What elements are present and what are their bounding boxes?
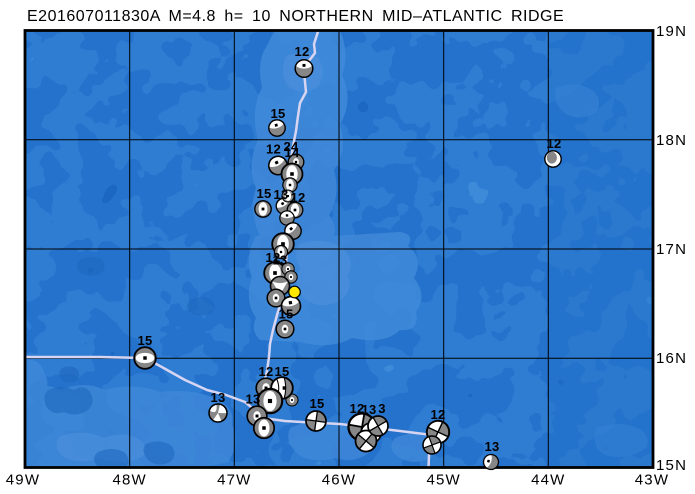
svg-text:24: 24: [283, 139, 299, 154]
svg-text:12: 12: [265, 250, 280, 265]
svg-text:12: 12: [546, 136, 561, 151]
svg-text:E201607011830A M=4.8 h= 10 NOR: E201607011830A M=4.8 h= 10 NORTHERN MID–…: [27, 8, 564, 25]
svg-text:46W: 46W: [322, 472, 356, 489]
svg-text:12: 12: [258, 364, 273, 379]
svg-text:15: 15: [278, 307, 293, 322]
svg-text:15: 15: [274, 364, 289, 379]
svg-text:47W: 47W: [217, 472, 251, 489]
svg-text:15: 15: [256, 186, 271, 201]
svg-text:12: 12: [290, 190, 305, 205]
svg-text:17N: 17N: [656, 241, 687, 258]
svg-text:15N: 15N: [656, 457, 687, 474]
svg-text:13: 13: [210, 390, 225, 405]
svg-text:44W: 44W: [531, 472, 565, 489]
svg-text:13: 13: [245, 392, 260, 407]
svg-text:12: 12: [430, 407, 445, 422]
svg-text:14: 14: [284, 145, 300, 160]
svg-text:49W: 49W: [6, 472, 40, 489]
svg-text:13: 13: [361, 402, 376, 417]
svg-text:13: 13: [272, 253, 287, 268]
svg-text:43W: 43W: [635, 472, 669, 489]
svg-text:3: 3: [378, 401, 386, 416]
svg-text:15: 15: [309, 396, 324, 411]
svg-text:13: 13: [484, 439, 499, 454]
svg-text:12: 12: [349, 401, 364, 416]
svg-text:12: 12: [266, 142, 281, 157]
svg-text:15: 15: [270, 106, 285, 121]
svg-text:15: 15: [137, 333, 152, 348]
svg-text:19N: 19N: [656, 23, 687, 40]
svg-text:45W: 45W: [426, 472, 460, 489]
svg-text:16N: 16N: [656, 350, 687, 367]
svg-text:18N: 18N: [656, 132, 687, 149]
svg-text:12: 12: [294, 44, 309, 59]
svg-text:13: 13: [273, 187, 288, 202]
svg-text:48W: 48W: [112, 472, 146, 489]
